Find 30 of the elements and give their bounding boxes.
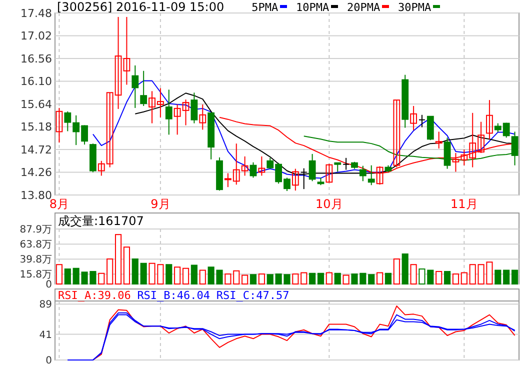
text: RSI_C:47.57 — [216, 289, 290, 302]
y-tick-label: 89 — [39, 300, 52, 311]
y-tick-label: 0 — [46, 280, 52, 290]
chart-title: [300256] 2016-11-09 15:00 — [57, 0, 224, 14]
y-tick-label: 15.8万 — [20, 270, 52, 281]
y-tick-label: 41 — [39, 330, 52, 341]
y-tick-label: 15.64 — [20, 98, 52, 111]
y-tick-label: 16.56 — [20, 52, 52, 66]
y-tick-label: 15.18 — [20, 120, 52, 134]
legend-label: 30PMA — [398, 1, 432, 14]
y-tick-label: 87.9万 — [20, 224, 52, 236]
y-tick-label: 16.10 — [20, 75, 52, 88]
x-tick-label: 10月 — [316, 197, 343, 211]
y-tick-label: 13.80 — [20, 188, 52, 202]
series-label: RSI_B:46.04 — [137, 289, 210, 302]
y-tick-label: 14.72 — [20, 143, 52, 156]
y-tick-label: 39.8万 — [20, 254, 52, 266]
legend-label: 20PMA — [347, 1, 380, 14]
series-label: RSI_A:39.06 — [58, 289, 131, 302]
x-tick-label: 8月 — [49, 197, 70, 211]
y-tick-label: 17.02 — [20, 30, 52, 43]
y-tick-label: 63.8万 — [20, 240, 52, 251]
y-tick-label: 0 — [46, 356, 52, 365]
y-tick-label: 17.48 — [20, 6, 52, 20]
x-tick-label: 9月 — [150, 197, 170, 211]
y-tick-label: 14.26 — [20, 166, 52, 180]
legend-label: 10PMA — [296, 1, 330, 14]
x-tick-label: 11月 — [450, 197, 478, 211]
legend-label: 5PMA — [252, 1, 278, 14]
chart-title: 成交量:161707 — [58, 214, 144, 228]
